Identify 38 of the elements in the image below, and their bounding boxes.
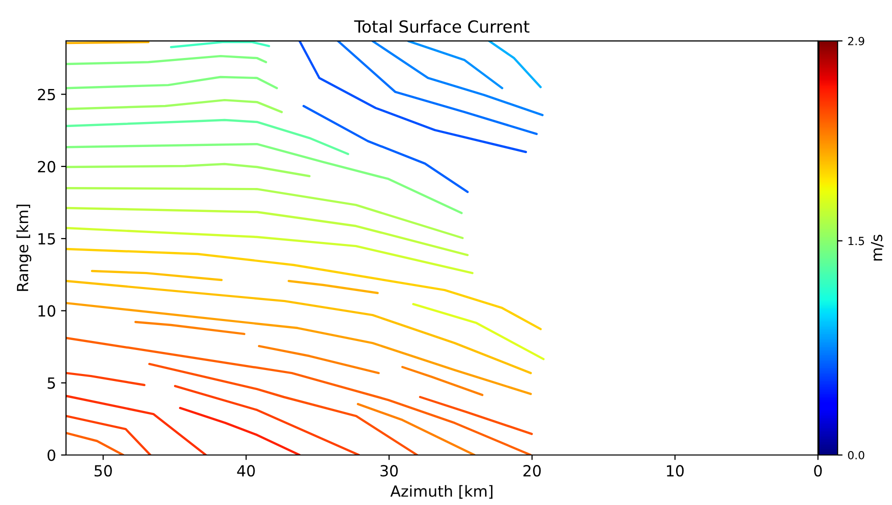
line-series bbox=[372, 40, 544, 116]
color-bar-label: 0.0 bbox=[848, 450, 864, 460]
color-bar-title: m/s bbox=[871, 234, 884, 261]
y-tick-label: 25 bbox=[38, 88, 55, 100]
x-tick-label: 10 bbox=[666, 464, 684, 477]
color-bar-label: 1.5 bbox=[848, 236, 864, 246]
line-series bbox=[66, 302, 532, 396]
x-tick-label: 30 bbox=[380, 464, 398, 477]
line-series bbox=[66, 118, 350, 156]
line-series bbox=[66, 98, 283, 114]
y-tick-label: 15 bbox=[38, 233, 55, 245]
x-tick-label: 40 bbox=[237, 464, 255, 477]
color-bar-label: 2.9 bbox=[848, 36, 864, 46]
x-axis-title: Azimuth [km] bbox=[390, 485, 492, 499]
line-series bbox=[66, 248, 542, 330]
line-series bbox=[66, 162, 311, 178]
x-tick-label: 50 bbox=[94, 464, 112, 477]
line-series bbox=[66, 186, 464, 240]
chart-title: Total Surface Current bbox=[354, 20, 530, 33]
y-tick-label: 20 bbox=[38, 160, 56, 172]
x-tick-label: 0 bbox=[814, 464, 822, 477]
line-series bbox=[66, 54, 268, 66]
line-series bbox=[66, 280, 532, 374]
line-series bbox=[336, 40, 538, 136]
x-tick-label: 20 bbox=[523, 464, 541, 477]
line-series bbox=[298, 40, 528, 154]
line-series bbox=[66, 76, 278, 90]
y-tick-label: 5 bbox=[48, 378, 55, 389]
y-axis-title: Range [km] bbox=[16, 204, 32, 291]
line-series bbox=[66, 142, 463, 214]
y-tick-label: 10 bbox=[38, 305, 56, 317]
line-series bbox=[148, 362, 418, 456]
line-series bbox=[66, 336, 532, 456]
line-series bbox=[302, 104, 469, 194]
y-tick-label: 0 bbox=[48, 449, 56, 462]
line-series bbox=[178, 406, 301, 456]
line-series bbox=[66, 226, 474, 274]
line-series bbox=[66, 206, 469, 256]
